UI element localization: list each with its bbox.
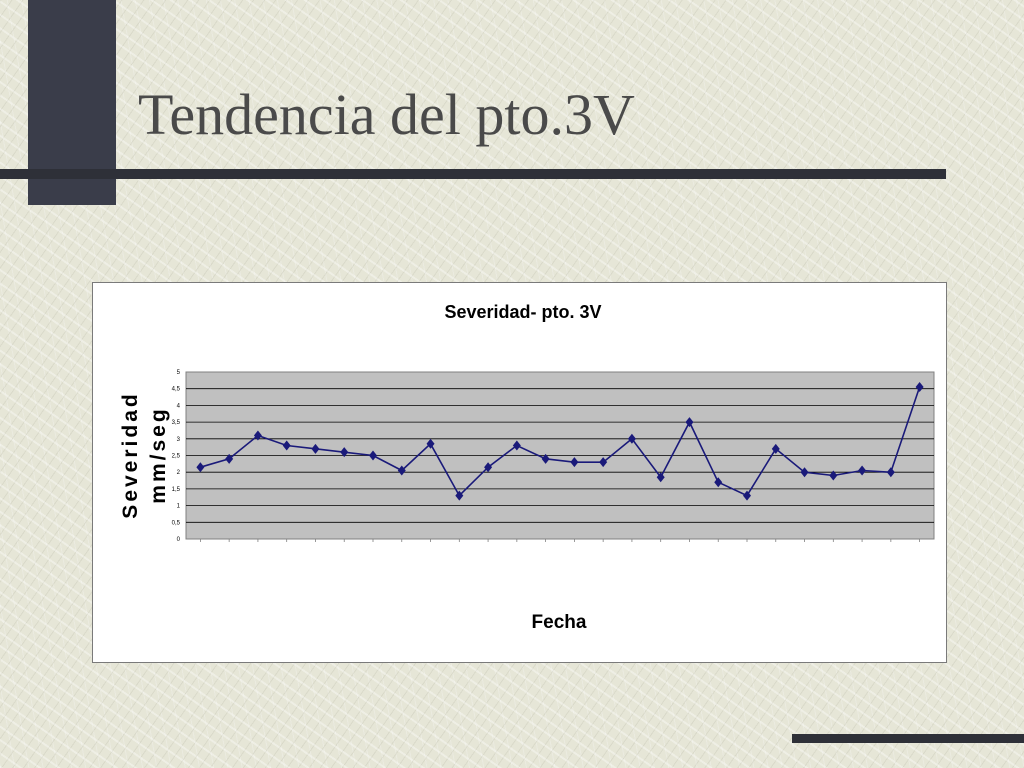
data-point-marker [656, 472, 665, 483]
data-point-marker [743, 490, 751, 501]
chart-title: Severidad- pto. 3V [444, 302, 601, 322]
data-point-marker [599, 457, 608, 468]
y-tick-label: 2 [177, 470, 181, 476]
data-point-marker [311, 443, 320, 454]
data-point-marker [225, 453, 234, 464]
y-axis-ticks: 0 0,5 1 1,5 2 2,5 3 3,5 4 4,5 5 [172, 370, 181, 543]
data-point-marker [570, 457, 579, 468]
data-point-marker [627, 433, 636, 444]
data-point-marker [771, 443, 780, 454]
data-point-marker [484, 462, 493, 473]
decorative-bottom-rule [792, 734, 1024, 743]
y-tick-label: 4,5 [172, 387, 181, 393]
data-point-marker [282, 440, 291, 451]
data-point-marker [397, 465, 406, 476]
y-tick-label: 4 [177, 403, 181, 409]
y-tick-label: 2,5 [172, 454, 181, 460]
data-point-marker [685, 417, 694, 428]
data-point-marker [340, 447, 349, 458]
chart-frame: Severidad- pto. 3V 0 0,5 1 1,5 2 2,5 3 3,5 4 4,5 5… [92, 282, 947, 663]
data-point-marker [253, 430, 262, 441]
y-tick-label: 0 [177, 537, 181, 543]
x-axis-label: Fecha [532, 612, 587, 633]
data-point-marker [369, 450, 377, 461]
x-axis-ticks [199, 539, 921, 542]
data-point-marker [512, 440, 521, 451]
series-markers [196, 382, 924, 501]
data-point-marker [858, 465, 867, 476]
data-point-marker [714, 477, 723, 488]
data-point-marker [829, 470, 838, 481]
data-point-marker [426, 438, 435, 449]
title-underline-rule [0, 169, 946, 179]
y-tick-label: 3 [177, 437, 181, 443]
y-axis-label-line-2: mm/seg [147, 406, 170, 503]
y-tick-label: 5 [177, 370, 181, 376]
y-axis-label-line-1: Severidad [119, 391, 142, 518]
data-point-marker [886, 467, 895, 478]
data-point-marker [800, 467, 809, 478]
data-point-marker [915, 382, 924, 393]
data-point-marker [196, 462, 205, 473]
data-point-marker [541, 453, 550, 464]
y-tick-label: 1 [177, 504, 181, 510]
severity-line-chart: Severidad- pto. 3V 0 0,5 1 1,5 2 2,5 3 3,5 4 4,5 5… [119, 302, 935, 633]
slide-title: Tendencia del pto.3V [138, 82, 635, 147]
y-tick-label: 1,5 [172, 487, 181, 493]
data-point-marker [455, 490, 464, 501]
y-tick-label: 0,5 [172, 520, 181, 526]
series-line [200, 386, 921, 497]
y-tick-label: 3,5 [172, 420, 181, 426]
